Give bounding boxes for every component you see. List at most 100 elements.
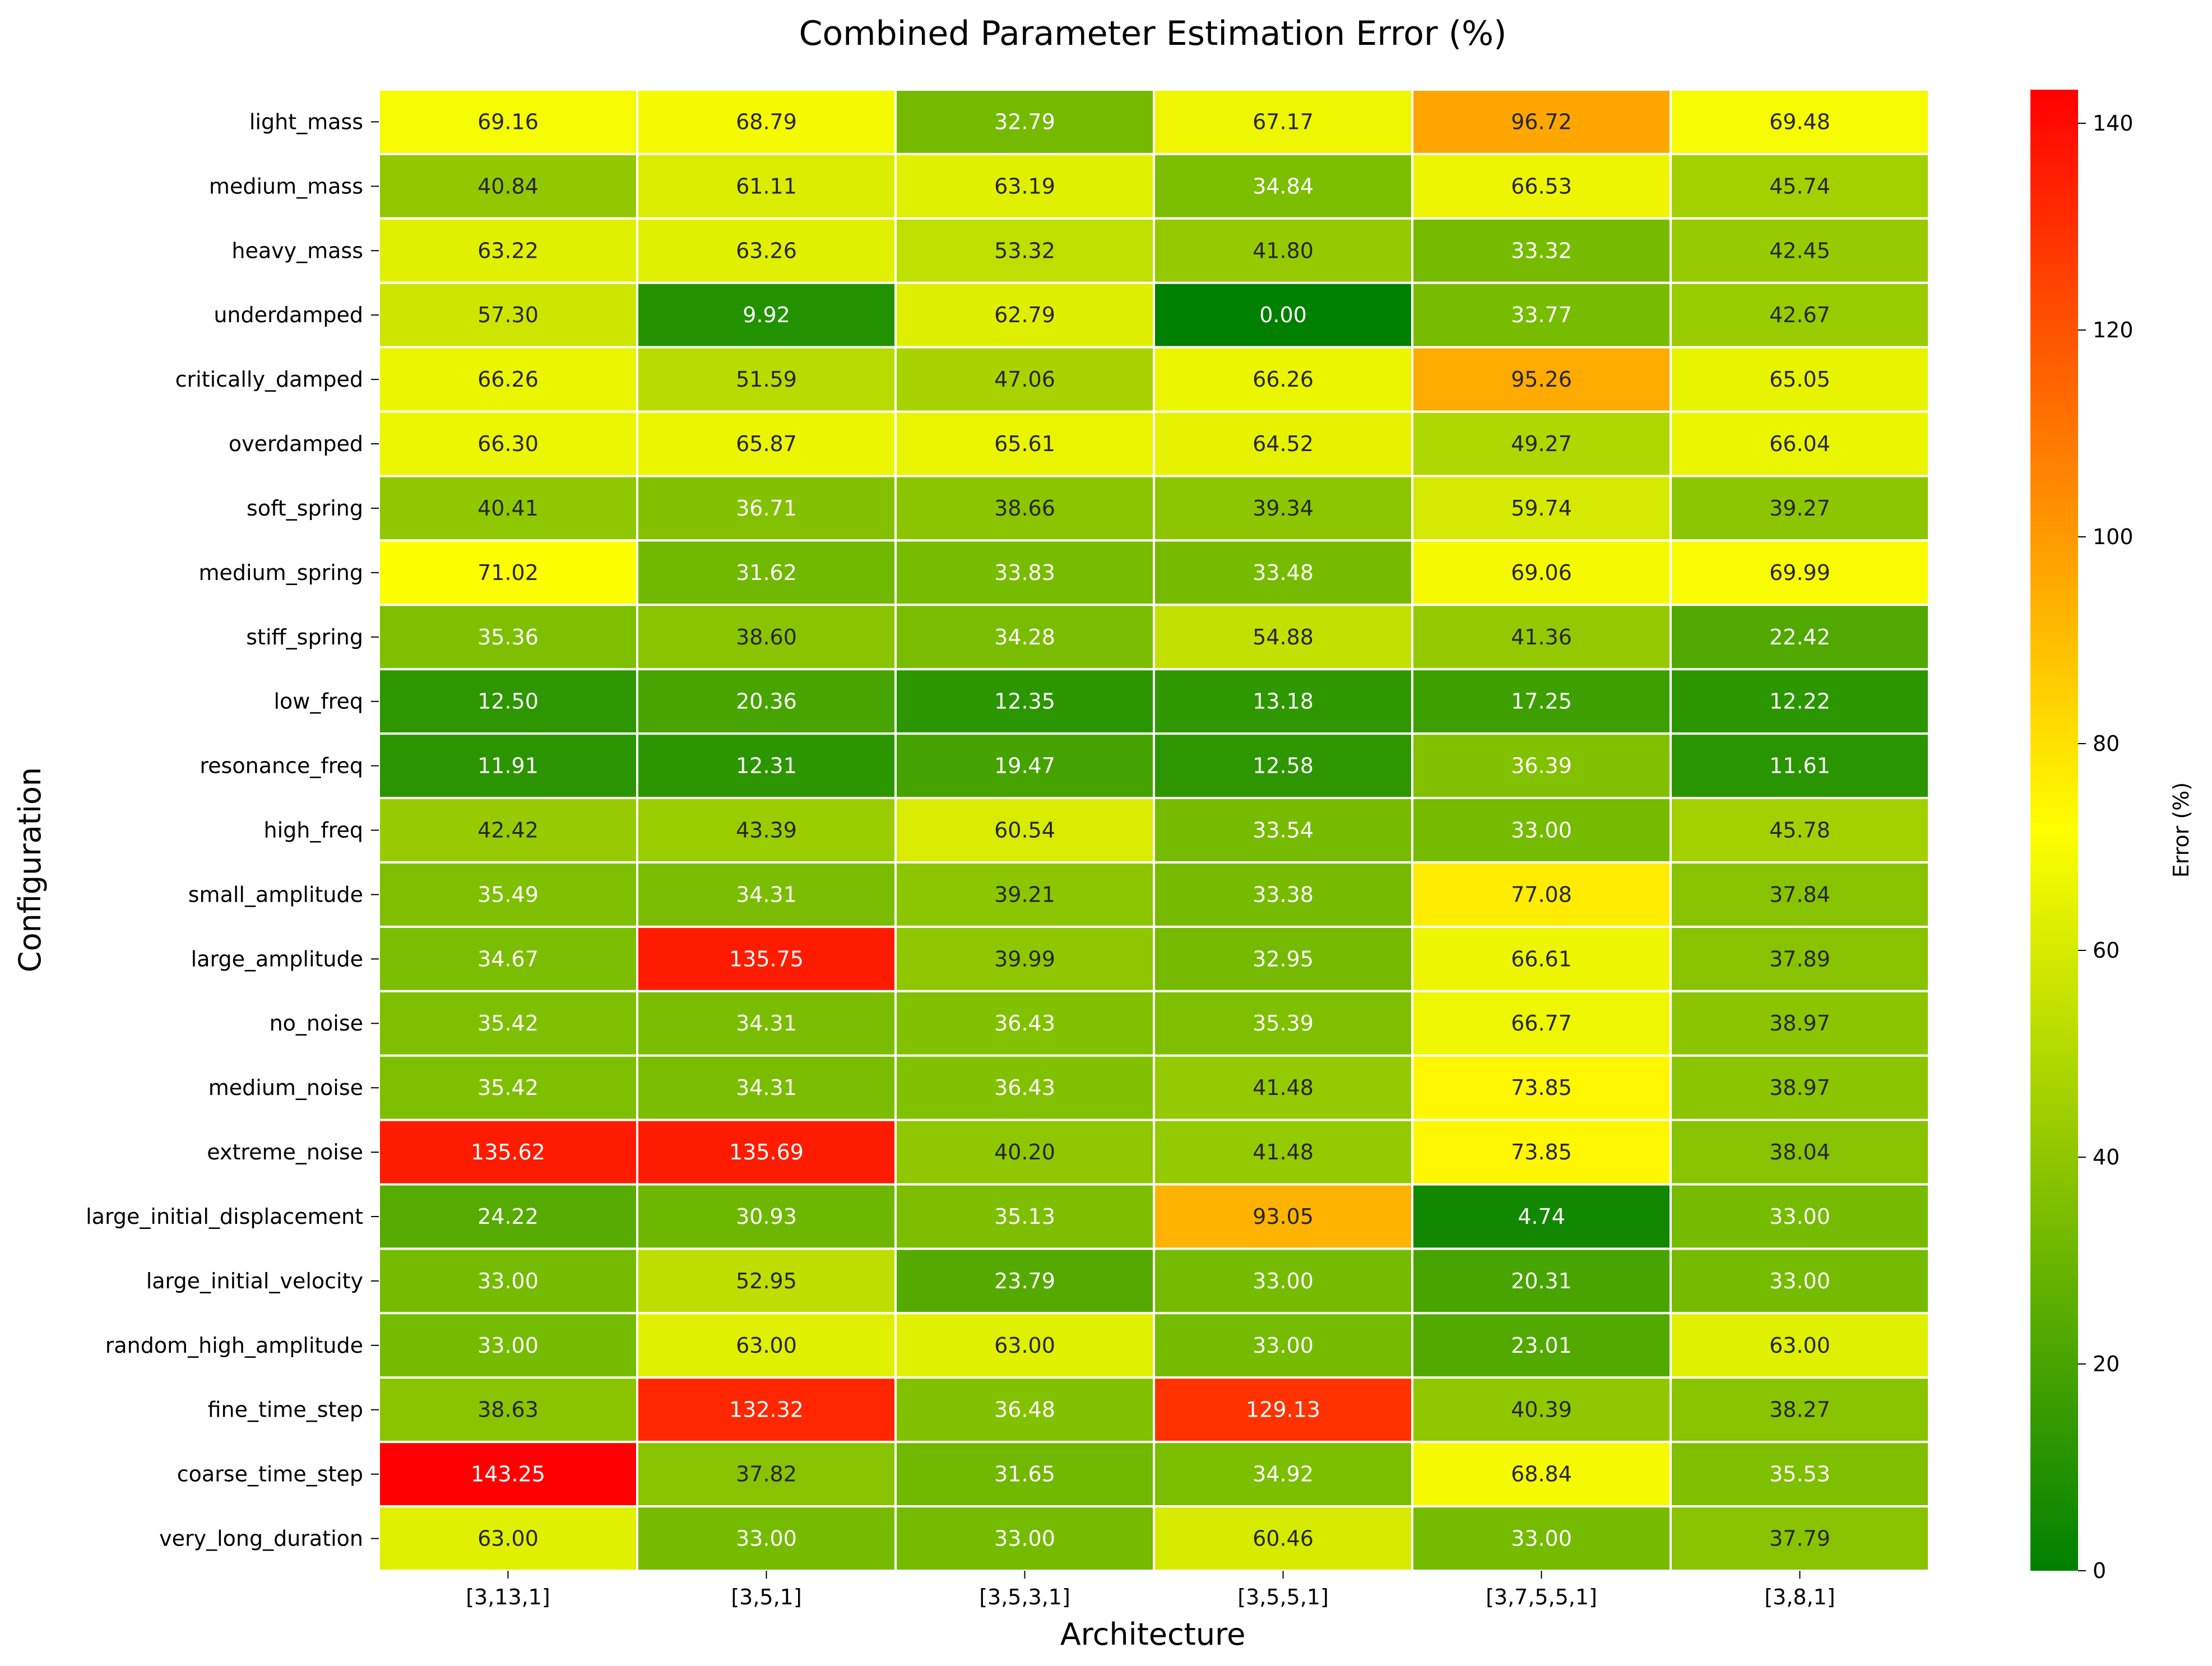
cell-value-label: 129.13 xyxy=(1246,1398,1320,1422)
y-tick-label: high_freq xyxy=(263,818,363,843)
cell-value-label: 66.53 xyxy=(1511,174,1572,198)
cell-value-label: 38.27 xyxy=(1769,1398,1830,1422)
cell-value-label: 63.22 xyxy=(477,238,539,263)
cell-value-label: 38.63 xyxy=(477,1398,539,1422)
cell-value-label: 33.00 xyxy=(994,1526,1055,1551)
cell-value-label: 73.85 xyxy=(1511,1075,1572,1100)
heatmap-cell xyxy=(894,539,1155,606)
cell-value-label: 0.00 xyxy=(1259,303,1307,327)
heatmap-cell xyxy=(636,1505,897,1572)
cell-value-label: 96.72 xyxy=(1511,109,1572,134)
heatmap-cell xyxy=(1153,152,1413,220)
heatmap-cell xyxy=(636,152,897,220)
cell-value-label: 38.60 xyxy=(736,625,797,649)
heatmap-cell xyxy=(1670,1505,1930,1572)
cell-value-label: 33.48 xyxy=(1253,560,1314,585)
heatmap-cell xyxy=(894,604,1155,671)
cell-value-label: 40.41 xyxy=(477,496,539,521)
heatmap-cell xyxy=(894,797,1155,864)
cell-value-label: 33.00 xyxy=(1511,1526,1572,1551)
cell-value-label: 36.71 xyxy=(736,496,797,521)
cell-value-label: 37.82 xyxy=(736,1462,797,1487)
heatmap-cell xyxy=(1153,281,1413,349)
y-tick-label: medium_mass xyxy=(209,174,363,198)
heatmap-cell xyxy=(894,89,1155,155)
cell-value-label: 54.88 xyxy=(1253,625,1314,649)
cell-value-label: 42.67 xyxy=(1769,303,1830,327)
cell-value-label: 33.00 xyxy=(1769,1204,1830,1229)
cell-value-label: 31.65 xyxy=(994,1462,1055,1487)
heatmap-cell xyxy=(1670,346,1930,413)
y-tick-label: large_initial_displacement xyxy=(86,1204,363,1229)
cell-value-label: 135.69 xyxy=(729,1140,804,1164)
cell-value-label: 33.32 xyxy=(1511,238,1572,263)
cell-value-labels: 69.16 68.79 32.79 67.17 96.72 69.48 40.84 61.11… xyxy=(471,109,1830,1551)
heatmap-cell xyxy=(636,1441,897,1508)
colorbar-tick-label: 100 xyxy=(2093,525,2134,549)
heatmap-cell xyxy=(1411,861,1672,928)
heatmap-cell xyxy=(378,1054,638,1121)
cell-value-label: 51.59 xyxy=(736,367,797,392)
cell-value-label: 42.45 xyxy=(1769,238,1830,263)
heatmap-cell xyxy=(1670,1054,1930,1121)
heatmap-cell xyxy=(1411,217,1672,284)
cell-value-label: 60.54 xyxy=(994,818,1055,843)
cell-value-label: 73.85 xyxy=(1511,1140,1572,1164)
cell-value-label: 132.32 xyxy=(729,1398,804,1422)
heatmap-cell xyxy=(1411,1183,1672,1250)
heatmap-cell xyxy=(1153,1312,1413,1379)
heatmap-cell xyxy=(1411,539,1672,606)
heatmap-cell xyxy=(1153,346,1413,413)
heatmap-cell xyxy=(894,1183,1155,1250)
cell-value-label: 35.13 xyxy=(994,1204,1055,1229)
heatmap-cell xyxy=(1411,925,1672,992)
cell-value-label: 33.38 xyxy=(1253,882,1314,907)
cell-value-label: 30.93 xyxy=(736,1204,797,1229)
cell-value-label: 47.06 xyxy=(994,367,1055,392)
cell-value-label: 66.04 xyxy=(1769,431,1830,456)
cell-value-label: 23.01 xyxy=(1511,1333,1572,1358)
cell-value-label: 66.77 xyxy=(1511,1011,1572,1036)
cell-value-label: 135.62 xyxy=(471,1140,545,1164)
cell-value-label: 69.48 xyxy=(1769,109,1830,134)
cell-value-label: 34.84 xyxy=(1253,174,1314,198)
heatmap-cell xyxy=(1411,346,1672,413)
cell-value-label: 38.04 xyxy=(1769,1140,1830,1164)
cell-value-label: 9.92 xyxy=(743,303,790,327)
cell-value-label: 34.67 xyxy=(477,946,539,971)
heatmap-cell xyxy=(1670,925,1930,992)
cell-value-label: 66.30 xyxy=(477,431,539,456)
cell-value-label: 37.84 xyxy=(1769,882,1830,907)
heatmap-cell xyxy=(894,861,1155,928)
cell-value-label: 63.00 xyxy=(1769,1333,1830,1358)
cell-value-label: 93.05 xyxy=(1253,1204,1314,1229)
heatmap-cell xyxy=(894,346,1155,413)
colorbar-label: Error (%) xyxy=(2169,782,2194,878)
heatmap-cell xyxy=(1670,217,1930,284)
heatmap-cell xyxy=(378,281,638,349)
heatmap-cell xyxy=(378,861,638,928)
cell-value-label: 33.00 xyxy=(477,1333,539,1358)
heatmap-cell xyxy=(636,1376,897,1444)
y-tick-label: random_high_amplitude xyxy=(105,1333,363,1358)
cell-value-label: 71.02 xyxy=(477,560,539,585)
heatmap-cell xyxy=(1411,668,1672,735)
heatmap-cell xyxy=(1411,1312,1672,1379)
cell-value-label: 95.26 xyxy=(1511,367,1572,392)
cell-value-label: 41.48 xyxy=(1253,1075,1314,1100)
x-tick-label: [3,5,3,1] xyxy=(979,1585,1070,1609)
cell-value-label: 13.18 xyxy=(1253,689,1314,714)
cell-value-label: 36.43 xyxy=(994,1011,1055,1036)
y-tick-label: very_long_duration xyxy=(159,1526,363,1551)
cell-value-label: 61.11 xyxy=(736,174,797,198)
y-tick-label: underdamped xyxy=(214,303,363,327)
cell-value-label: 64.52 xyxy=(1253,431,1314,456)
cell-value-label: 12.50 xyxy=(477,689,539,714)
colorbar-tick-label: 0 xyxy=(2093,1558,2106,1583)
cell-value-label: 34.31 xyxy=(736,1011,797,1036)
cell-value-label: 63.00 xyxy=(994,1333,1055,1358)
cell-value-label: 34.31 xyxy=(736,1075,797,1100)
heatmap-cell xyxy=(1153,217,1413,284)
cell-value-label: 36.43 xyxy=(994,1075,1055,1100)
y-tick-label: overdamped xyxy=(229,431,363,456)
